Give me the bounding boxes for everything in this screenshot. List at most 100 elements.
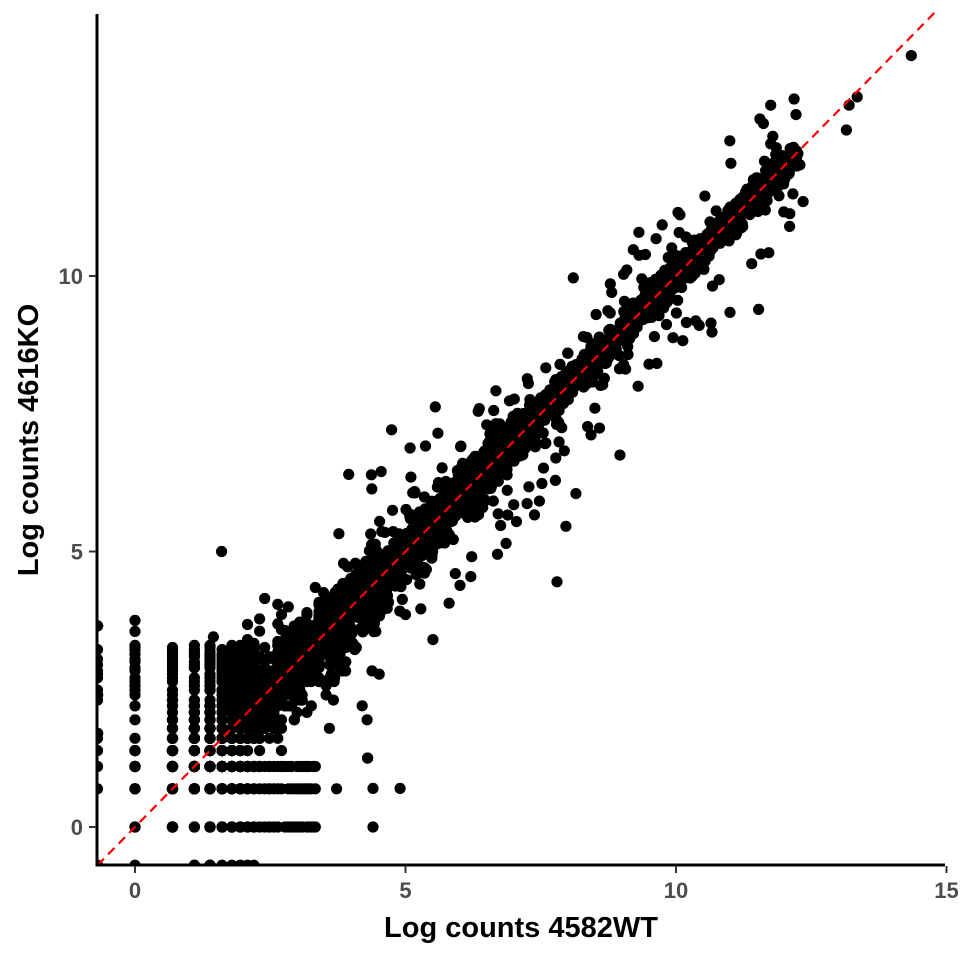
data-point [368,617,380,630]
data-point [204,821,216,833]
data-point [472,405,484,417]
data-point [362,581,374,593]
data-point [554,358,566,370]
data-point [97,727,104,739]
data-point [553,436,565,448]
data-point [533,495,546,507]
y-axis-title: Log counts 4616KO [13,304,45,576]
data-point [773,149,785,161]
data-point [639,248,652,261]
data-point [331,637,343,650]
data-point [606,286,618,298]
data-point [431,481,443,493]
data-point [367,821,379,833]
data-point [259,592,271,605]
data-point [434,500,446,513]
points-layer [97,50,917,866]
data-point [254,783,266,795]
data-point [285,634,297,646]
data-point [362,752,374,764]
data-point [704,216,716,228]
data-point [746,258,758,270]
data-point [97,620,104,632]
data-point [166,732,179,744]
data-point [394,605,406,617]
data-point [570,488,582,500]
data-point [313,662,325,674]
data-point [327,694,339,706]
data-point [334,656,346,668]
data-point [405,471,417,483]
data-point [188,672,200,684]
data-point [188,639,200,652]
data-point [216,745,228,757]
data-point [254,613,266,625]
data-point [305,656,317,668]
x-tick-label: 0 [129,878,141,903]
data-point [272,722,284,734]
data-point [415,603,427,615]
data-point [216,783,228,795]
data-point [367,541,379,554]
data-point [379,549,391,562]
data-point [374,515,386,528]
data-point [385,567,397,579]
data-point [263,732,275,744]
data-point [528,412,541,424]
data-point [226,821,238,833]
data-point [765,99,777,111]
data-point [478,445,490,457]
data-point [291,694,303,706]
data-point [291,672,303,684]
data-point [403,538,416,550]
data-point [549,376,561,388]
data-point [558,445,570,457]
data-point [400,503,412,516]
data-point [254,760,266,773]
data-point [778,165,790,177]
data-point [333,646,345,658]
data-point [449,568,461,580]
data-point [427,545,439,558]
data-point [432,427,444,439]
data-point [248,656,260,668]
data-point [97,745,104,757]
data-point [551,576,563,588]
data-point [97,689,104,701]
data-point [522,377,535,390]
data-point [536,477,548,490]
data-point [188,732,200,744]
data-point [420,509,432,521]
data-point [97,760,104,773]
data-point [376,597,388,610]
data-point [318,595,330,607]
data-point [748,187,760,199]
data-point [710,205,722,217]
data-point [301,609,313,621]
data-point [216,644,228,656]
data-point [409,486,421,498]
data-point [361,714,373,726]
data-point [412,554,424,566]
data-point [323,659,336,671]
data-point [330,593,342,605]
data-point [465,571,477,583]
data-point [226,732,238,744]
data-point [672,206,684,219]
data-point [360,555,372,567]
data-point [443,597,455,609]
data-point [370,590,382,602]
data-point [703,250,715,262]
data-point [204,722,216,734]
data-point [521,498,533,510]
data-point [386,504,399,516]
data-point [784,220,796,232]
data-point [769,184,782,196]
data-point [680,316,693,329]
data-point [129,745,141,757]
data-point [188,821,200,833]
data-point [204,760,216,773]
data-point [765,138,777,150]
data-point [667,332,679,344]
data-point [463,469,475,481]
